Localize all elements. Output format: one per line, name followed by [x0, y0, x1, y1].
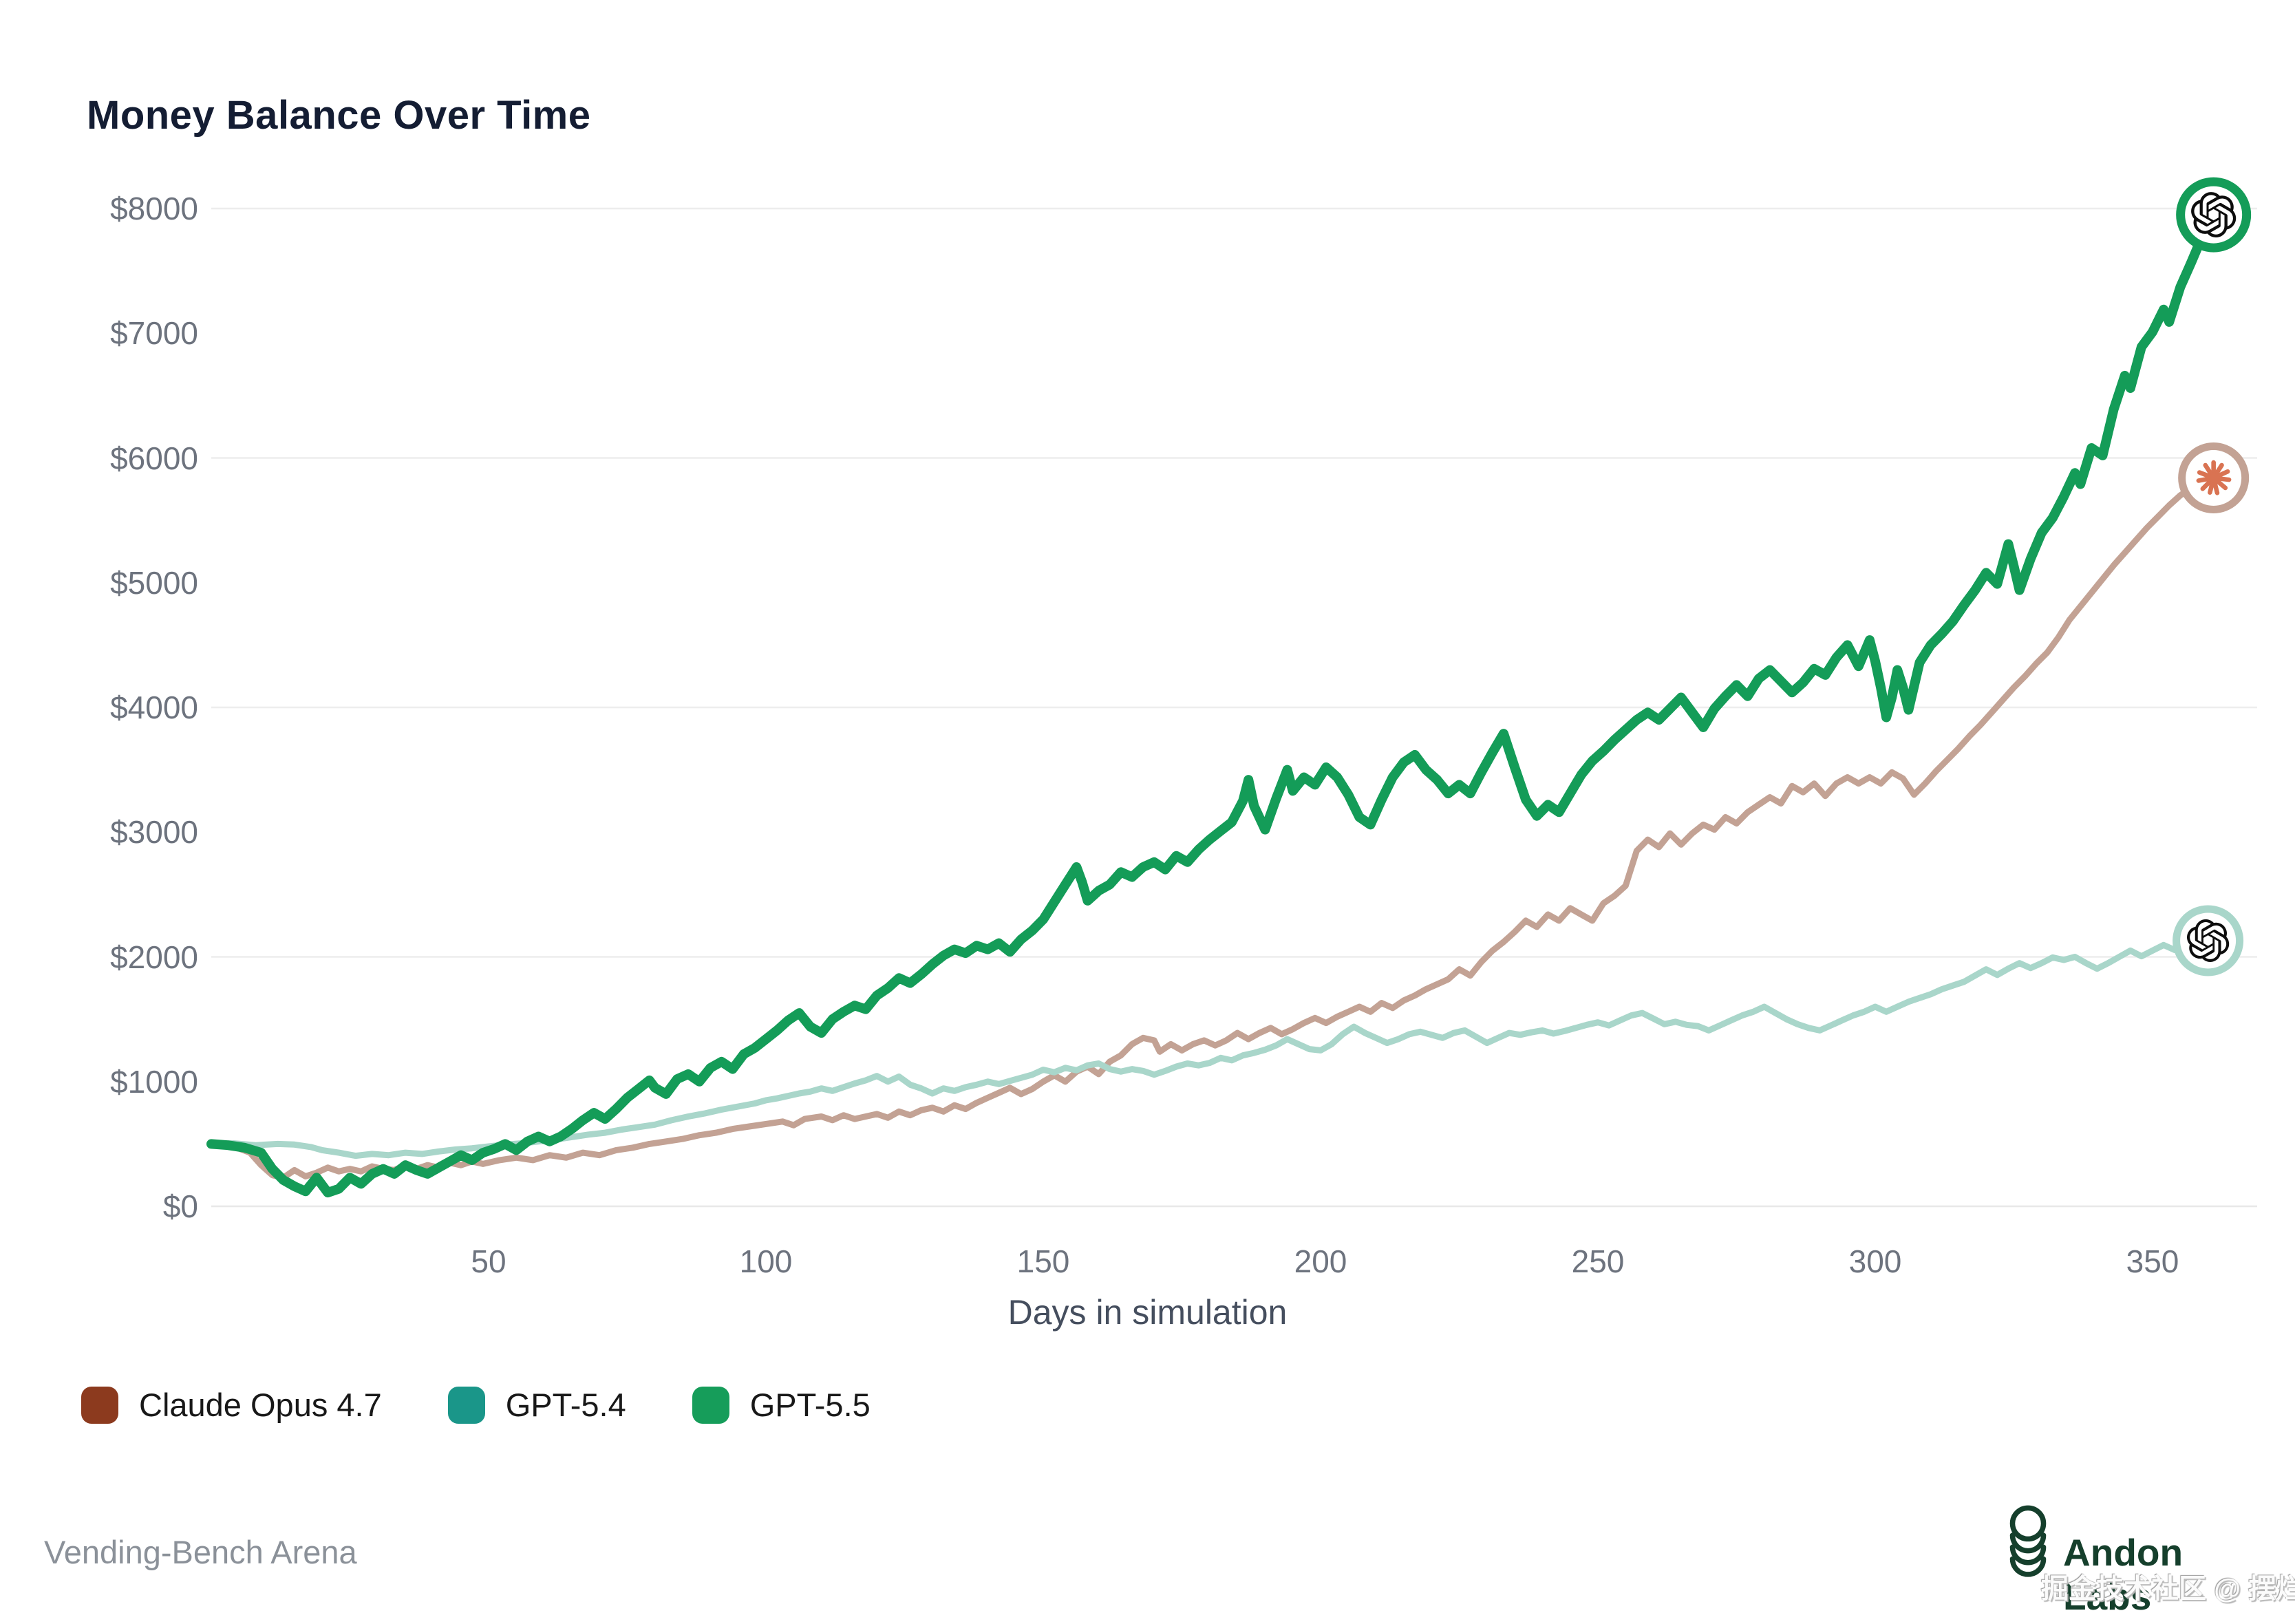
brand-name: Andon Labs	[2063, 1531, 2184, 1618]
footer-note: Vending-Bench Arena	[44, 1534, 357, 1570]
end-marker-ring-gpt-5-4	[2173, 905, 2244, 976]
gridlines	[211, 207, 2257, 1208]
chart-legend: Claude Opus 4.7 GPT-5.4 GPT-5.5	[81, 1386, 871, 1424]
end-marker-gpt-5-4	[2173, 905, 2244, 976]
y-tick-label-0: $0	[162, 1188, 198, 1224]
legend-label-claude-opus-4-7: Claude Opus 4.7	[139, 1387, 382, 1423]
y-tick-label-3000: $3000	[110, 814, 198, 851]
y-tick-label-2000: $2000	[110, 939, 198, 975]
watermark-text: 掘金技术社区 @ 摆烂工程师	[2041, 1574, 2295, 1604]
brand-lockup: Andon Labs	[2004, 1504, 2279, 1618]
y-tick-label-8000: $8000	[110, 191, 198, 226]
legend-swatch-gpt-5-4	[447, 1386, 485, 1424]
end-marker-claude-opus-4-7	[2178, 442, 2250, 513]
y-tick-label-4000: $4000	[110, 690, 198, 725]
series-line-claude-opus-4-7	[208, 475, 2217, 1181]
chart-title: Money Balance Over Time	[87, 93, 591, 138]
series-line-gpt-5-5	[206, 210, 2219, 1198]
end-marker-gpt-5-5	[2176, 177, 2252, 253]
x-tick-label-150: 150	[1016, 1243, 1070, 1279]
legend-item-claude-opus-4-7: Claude Opus 4.7	[81, 1386, 382, 1424]
x-tick-label-350: 350	[2126, 1243, 2179, 1279]
legend-label-gpt-5-5: GPT-5.5	[749, 1387, 871, 1423]
legend-label-gpt-5-4: GPT-5.4	[505, 1387, 626, 1423]
x-tick-label-300: 300	[1848, 1243, 1902, 1279]
legend-swatch-gpt-5-5	[692, 1386, 729, 1424]
x-axis-title: Days in simulation	[1007, 1293, 1288, 1332]
legend-swatch-claude-opus-4-7	[81, 1386, 118, 1424]
legend-item-gpt-5-5: GPT-5.5	[692, 1386, 871, 1424]
andon-labs-coil-icon	[2009, 1505, 2047, 1577]
end-marker-ring-gpt-5-5	[2176, 177, 2252, 253]
y-tick-label-5000: $5000	[110, 564, 198, 601]
x-tick-label-50: 50	[471, 1243, 506, 1279]
y-tick-label-6000: $6000	[110, 440, 198, 476]
x-tick-label-250: 250	[1571, 1243, 1625, 1279]
x-tick-label-100: 100	[739, 1243, 793, 1279]
legend-item-gpt-5-4: GPT-5.4	[447, 1386, 626, 1424]
series-lines	[206, 210, 2219, 1198]
series-line-gpt-5-4	[208, 935, 2212, 1160]
y-tick-label-1000: $1000	[110, 1063, 198, 1100]
y-tick-label-7000: $7000	[110, 315, 198, 352]
x-tick-label-200: 200	[1294, 1243, 1347, 1279]
end-markers	[2173, 177, 2252, 976]
